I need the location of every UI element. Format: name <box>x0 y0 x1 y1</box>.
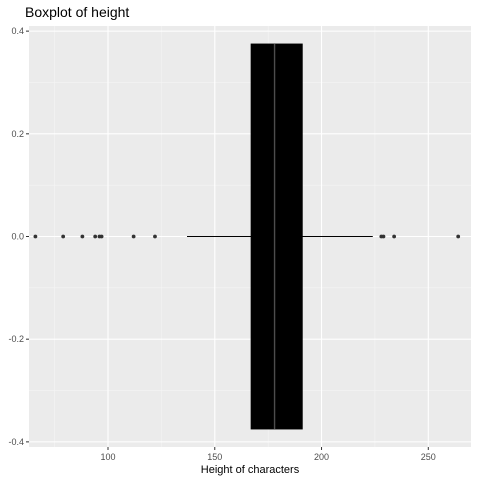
x-axis: 100 150 200 250 <box>100 447 436 462</box>
x-tick-label: 150 <box>207 452 222 462</box>
interquartile-box <box>250 43 303 430</box>
y-tick-label: 0.2 <box>11 129 24 139</box>
outlier-point <box>33 234 38 239</box>
x-tick-label: 250 <box>421 452 436 462</box>
y-axis: -0.4 -0.2 0.0 0.2 0.4 <box>8 26 29 447</box>
outlier-point <box>93 234 98 239</box>
outlier-point <box>61 234 66 239</box>
outlier-point <box>381 234 386 239</box>
y-tick-label: -0.4 <box>8 437 24 447</box>
y-tick-label: 0.0 <box>11 232 24 242</box>
outlier-point <box>80 234 85 239</box>
y-tick-label: 0.4 <box>11 26 24 36</box>
outlier-point <box>456 234 461 239</box>
y-tick-label: -0.2 <box>8 334 24 344</box>
chart-title: Boxplot of height <box>25 4 129 20</box>
outlier-point <box>131 234 136 239</box>
x-tick-label: 100 <box>100 452 115 462</box>
x-axis-title: Height of characters <box>201 464 300 476</box>
outlier-point <box>99 234 104 239</box>
outlier-point <box>392 234 397 239</box>
outlier-point <box>153 234 157 239</box>
x-tick-label: 200 <box>314 452 329 462</box>
boxplot-marks <box>33 43 461 430</box>
